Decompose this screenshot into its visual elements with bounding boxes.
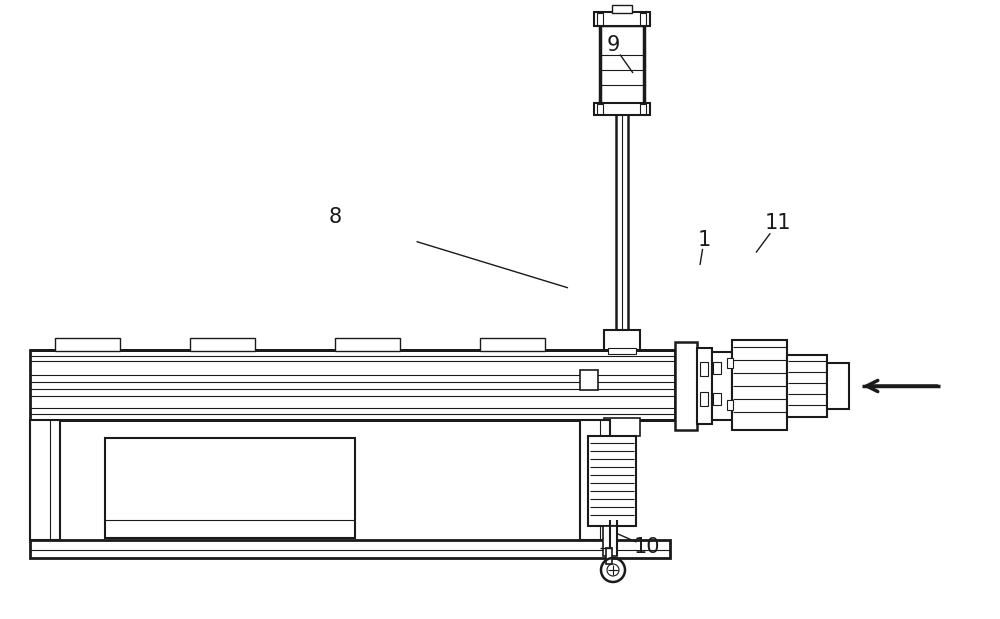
Bar [30, 540, 670, 558]
Bar [580, 370, 598, 390]
Bar [727, 400, 733, 410]
Text: 1: 1 [697, 230, 711, 250]
Bar [612, 5, 632, 13]
Bar [608, 348, 636, 354]
Bar [600, 25, 644, 105]
Bar [640, 104, 646, 114]
Bar [30, 420, 60, 540]
Bar [713, 362, 721, 374]
Bar [580, 420, 610, 540]
Text: 8: 8 [328, 207, 342, 227]
Bar [594, 103, 650, 115]
Bar [30, 350, 675, 420]
Bar [190, 338, 255, 351]
Bar [606, 548, 612, 564]
Bar [597, 104, 603, 114]
Bar [712, 352, 732, 420]
Bar [697, 348, 712, 424]
Bar [700, 362, 708, 376]
Bar [588, 436, 636, 526]
Bar [675, 342, 697, 430]
Bar [827, 363, 849, 409]
Bar [787, 355, 827, 417]
Text: 10: 10 [634, 537, 660, 556]
Bar [603, 526, 617, 556]
Text: 11: 11 [765, 213, 791, 233]
Bar [604, 330, 640, 350]
Bar [594, 12, 650, 26]
Bar [700, 392, 708, 406]
Bar [105, 438, 355, 538]
Bar [640, 13, 646, 25]
Bar [732, 340, 787, 430]
Bar [335, 338, 400, 351]
Text: 9: 9 [606, 35, 620, 54]
Bar [604, 418, 640, 436]
Bar [597, 13, 603, 25]
Bar [480, 338, 545, 351]
Bar [713, 393, 721, 405]
Bar [727, 358, 733, 368]
Bar [55, 338, 120, 351]
